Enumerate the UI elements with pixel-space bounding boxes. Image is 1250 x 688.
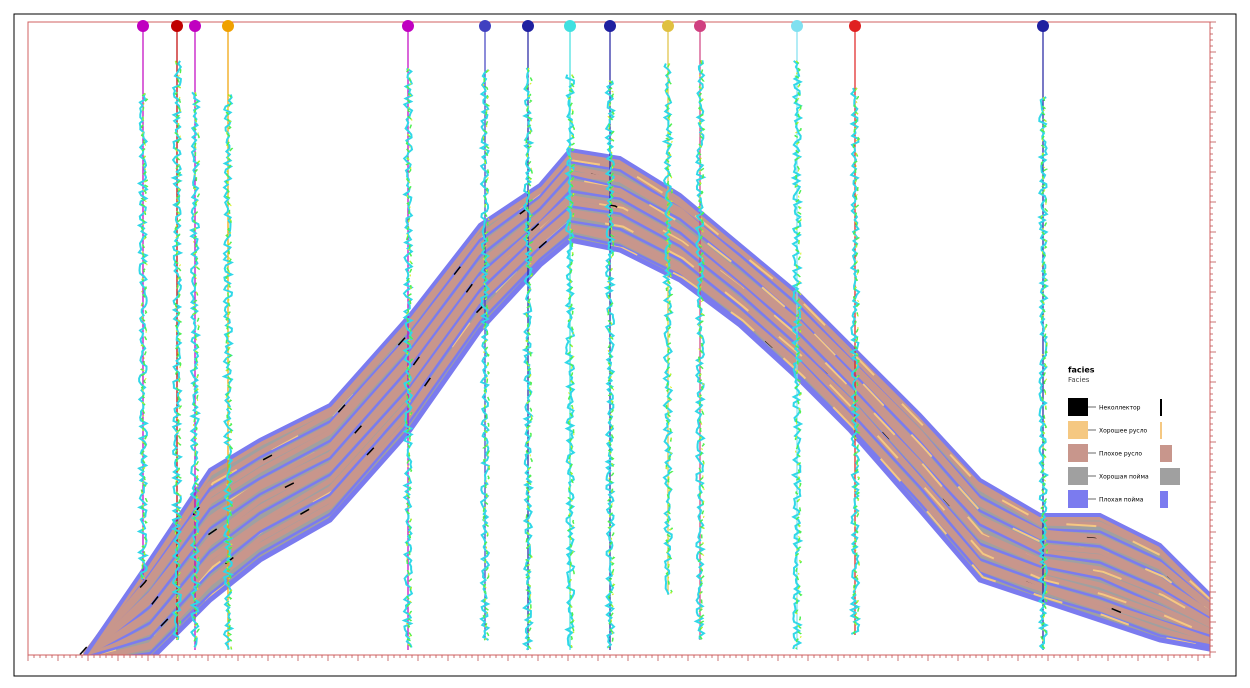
well-log [173, 60, 183, 641]
well-log [136, 93, 149, 580]
facies-layer [83, 164, 1210, 655]
well-log [693, 60, 707, 640]
ruler [27, 21, 1216, 661]
well-marker [604, 20, 616, 32]
legend-share-bar [1160, 399, 1162, 416]
well-log [665, 63, 674, 595]
plot-frame [27, 21, 1211, 656]
facies-edge [151, 237, 1210, 655]
well-marker [171, 20, 183, 32]
well-log [794, 60, 803, 650]
facies-layer [89, 208, 1210, 655]
facies-layer [87, 189, 1210, 655]
well-log [603, 80, 616, 649]
well-log [482, 69, 491, 641]
facies-layer [87, 199, 1210, 655]
legend-subtitle: Facies [1068, 376, 1090, 384]
legend-share-bar [1160, 422, 1162, 439]
facies-layer [98, 223, 1210, 655]
legend-swatch [1068, 398, 1088, 416]
well-log [170, 60, 184, 641]
well-marker [662, 20, 674, 32]
well-log [607, 80, 616, 648]
well-markers [137, 20, 1049, 32]
facies-layer [88, 219, 1210, 655]
legend-swatch [1068, 467, 1088, 485]
legend-swatch [1068, 490, 1088, 508]
facies-layer [126, 233, 1210, 655]
well-log [521, 67, 535, 651]
legend-label: Неколлектор [1099, 405, 1141, 412]
well-marker [564, 20, 576, 32]
facies-layer [82, 151, 1210, 655]
legend-swatch [1068, 421, 1088, 439]
legend-label: Хорошая пойма [1099, 474, 1149, 481]
well-log [225, 94, 234, 650]
facies-layer [83, 179, 1210, 655]
facies-layer [83, 182, 1210, 655]
well-log [852, 87, 861, 635]
legend-label: Хорошее русло [1099, 428, 1148, 435]
facies-layer [83, 171, 1210, 655]
well-log [567, 74, 575, 648]
facies-layer [85, 160, 1210, 655]
legend-share-bar [1160, 445, 1172, 462]
wells [136, 28, 1050, 651]
legend-label: Плохое русло [1099, 451, 1142, 458]
legend-swatch [1068, 444, 1088, 462]
well-marker [522, 20, 534, 32]
facies-body [79, 147, 1210, 655]
legend-share-bar [1160, 468, 1180, 485]
well-marker [222, 20, 234, 32]
facies-layer [88, 205, 1210, 655]
facies-edge [83, 147, 1210, 655]
facies-layer [79, 168, 1210, 655]
well-marker [189, 20, 201, 32]
facies-layer [88, 178, 1210, 655]
well-marker [694, 20, 706, 32]
facies-layer [84, 211, 1210, 655]
well-marker [479, 20, 491, 32]
well-marker [791, 20, 803, 32]
well-marker [137, 20, 149, 32]
well-log [401, 67, 414, 648]
legend-label: Плохая пойма [1099, 497, 1144, 504]
well-marker [849, 20, 861, 32]
legend: facies Facies Неколлектор Хорошее русло Пл… [1068, 366, 1180, 508]
well-marker [402, 20, 414, 32]
well-log [793, 60, 803, 650]
legend-title: facies [1068, 366, 1095, 375]
well-log [1039, 96, 1049, 650]
well-log [1037, 96, 1050, 650]
facies-layer [97, 226, 1210, 655]
well-log [697, 60, 705, 640]
well-log [139, 92, 149, 581]
well-log [191, 92, 201, 648]
legend-share-bar [1160, 491, 1168, 508]
well-marker [1037, 20, 1049, 32]
